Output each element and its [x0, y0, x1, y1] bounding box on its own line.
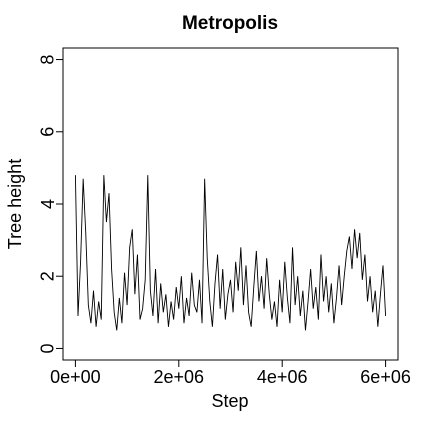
x-axis-label: Step	[211, 391, 248, 411]
x-tick-label: 4e+06	[257, 367, 308, 387]
x-tick-label: 0e+00	[50, 367, 101, 387]
x-tick-label: 2e+06	[154, 367, 205, 387]
y-tick-label: 0	[38, 343, 58, 353]
x-tick-label: 6e+06	[360, 367, 411, 387]
chart-title: Metropolis	[182, 13, 278, 34]
y-tick-label: 4	[38, 199, 58, 209]
y-tick-label: 8	[38, 55, 58, 65]
y-tick-label: 2	[38, 271, 58, 281]
trace-line	[74, 175, 387, 331]
y-tick-label: 6	[38, 127, 58, 137]
y-axis-label: Tree height	[5, 159, 25, 249]
